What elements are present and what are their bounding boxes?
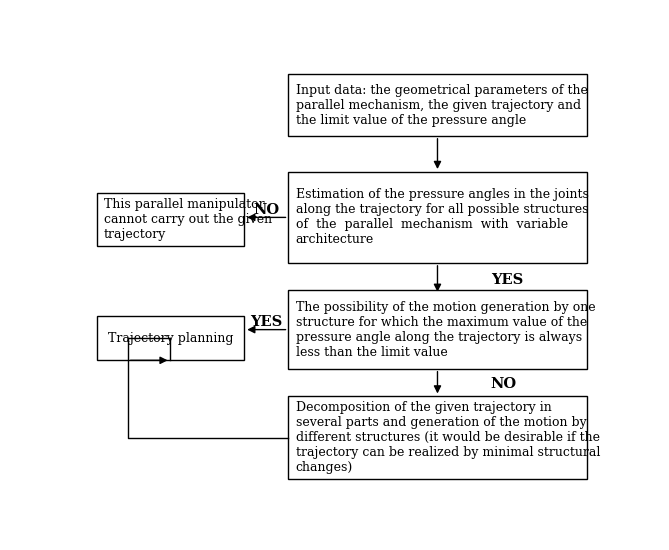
Bar: [288, 397, 587, 479]
Text: YES: YES: [250, 315, 282, 329]
Text: NO: NO: [253, 203, 279, 217]
Text: NO: NO: [490, 377, 516, 390]
Bar: [288, 172, 587, 263]
Bar: [288, 74, 587, 136]
Bar: [96, 193, 244, 246]
Text: This parallel manipulator
cannot carry out the given
trajectory: This parallel manipulator cannot carry o…: [104, 198, 272, 241]
Bar: [96, 316, 244, 360]
Text: Input data: the geometrical parameters of the
parallel mechanism, the given traj: Input data: the geometrical parameters o…: [296, 84, 587, 126]
Text: Estimation of the pressure angles in the joints
along the trajectory for all pos: Estimation of the pressure angles in the…: [296, 189, 589, 246]
Bar: [288, 290, 587, 369]
Text: YES: YES: [490, 273, 523, 287]
Text: The possibility of the motion generation by one
structure for which the maximum : The possibility of the motion generation…: [296, 301, 595, 359]
Text: Trajectory planning: Trajectory planning: [108, 332, 233, 345]
Text: Decomposition of the given trajectory in
several parts and generation of the mot: Decomposition of the given trajectory in…: [296, 401, 600, 474]
